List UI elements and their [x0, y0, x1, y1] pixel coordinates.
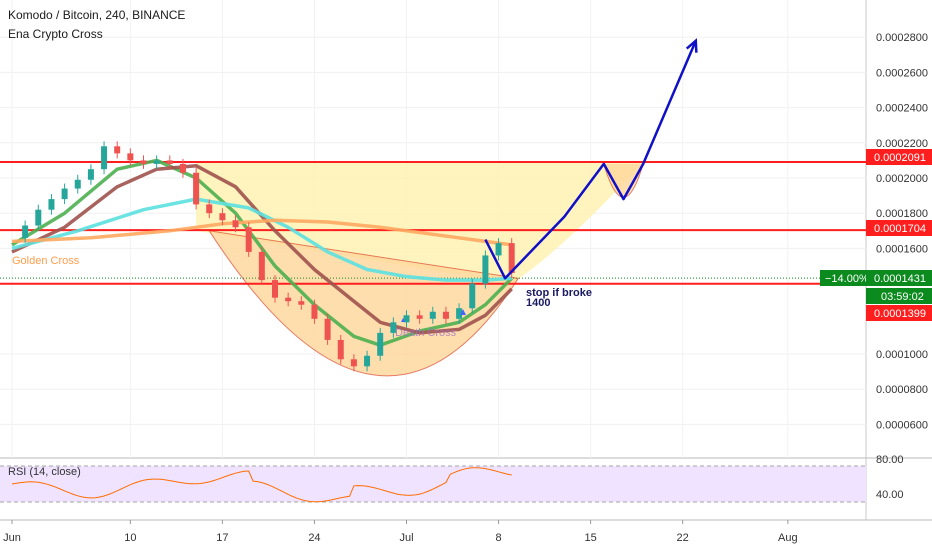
- candle-body: [482, 255, 489, 284]
- change-badge-text: −14.00%: [825, 273, 869, 285]
- candles: [22, 141, 515, 372]
- candle-body: [350, 359, 357, 367]
- rsi-line: [11, 467, 512, 503]
- moving-average-line: [11, 197, 512, 282]
- candle-body: [140, 160, 147, 164]
- price-ticks: 0.0002800 0.0002600 0.0002400 0.0002200 0.00…: [876, 32, 928, 431]
- projection-path: [484, 40, 697, 280]
- candle-body: [101, 146, 108, 170]
- price-tick-label: 0.0002400: [876, 103, 928, 115]
- price-tick-label: 0.0002000: [876, 173, 928, 185]
- candle-body: [324, 318, 331, 340]
- time-tick-label: 15: [584, 532, 596, 544]
- price-tick-label: 0.0001000: [876, 349, 928, 361]
- price-tick-label: 0.0001600: [876, 243, 928, 255]
- tag-level-1399: [866, 305, 932, 321]
- candle-body: [456, 308, 463, 319]
- cup-and-handle-shape: [196, 161, 644, 377]
- tag-level-1704-text: 0.0001704: [874, 223, 926, 235]
- tag-current-price-text: 0.0001431: [874, 273, 926, 285]
- death-cross-marker-icon: [401, 318, 405, 322]
- candle-body: [61, 188, 68, 200]
- cup-bowl-fill: [208, 230, 520, 377]
- rsi-label: RSI (14, close): [8, 466, 81, 478]
- time-tick-label: Aug: [778, 532, 798, 544]
- signal-marker-icon: [460, 309, 466, 315]
- tag-countdown: [866, 288, 932, 304]
- time-ticks: Jun 10 17 24 Jul 8 15 22 Aug: [3, 520, 798, 544]
- candle-body: [416, 315, 423, 319]
- candle-body: [87, 169, 94, 180]
- time-tick-label: 17: [216, 532, 228, 544]
- candle-body: [272, 280, 278, 298]
- candle-body: [508, 243, 515, 274]
- candle-body: [153, 160, 160, 164]
- candle-body: [206, 204, 213, 214]
- moving-average-line: [11, 158, 513, 347]
- candle-body: [127, 153, 134, 161]
- cup-upper-fill: [196, 161, 644, 284]
- candle-body: [403, 315, 410, 323]
- candle-body: [442, 311, 449, 319]
- time-tick-label: Jun: [3, 532, 21, 544]
- candle-body: [298, 301, 305, 305]
- rsi-band: [0, 466, 866, 502]
- candle-body: [390, 322, 397, 333]
- candle-body: [377, 332, 384, 356]
- price-tick-label: 0.0002600: [876, 67, 928, 79]
- moving-average-line: [11, 218, 512, 247]
- rsi-tick-80: 80.00: [876, 454, 904, 466]
- tag-level-2091: [866, 149, 932, 165]
- candle-body: [179, 163, 186, 173]
- price-tick-label: 0.0002800: [876, 32, 928, 44]
- price-tick-label: 0.0000600: [876, 419, 928, 431]
- chart-title: Komodo / Bitcoin, 240, BINANCE: [8, 8, 186, 22]
- candle-body: [166, 160, 173, 164]
- tag-current-price: [866, 270, 932, 286]
- candle-body: [35, 209, 42, 226]
- candle-body: [429, 311, 436, 319]
- projection-arrow: [484, 38, 698, 280]
- candle-body: [337, 339, 344, 360]
- candle-body: [74, 179, 81, 189]
- candle-body: [285, 297, 292, 302]
- change-badge: [820, 270, 866, 286]
- candle-body: [245, 227, 252, 252]
- candle-body: [48, 199, 55, 210]
- candle-body: [114, 146, 121, 154]
- candle-body: [22, 225, 29, 238]
- indicator-name: Ena Crypto Cross: [8, 27, 103, 41]
- arrow-head-icon: [685, 38, 698, 53]
- time-tick-label: 22: [677, 532, 689, 544]
- moving-average-line: [11, 163, 513, 335]
- rsi-tick-40: 40.00: [876, 489, 904, 501]
- tag-level-1704: [866, 220, 932, 236]
- candle-body: [364, 355, 371, 367]
- time-tick-label: 24: [308, 532, 320, 544]
- death-cross-label: Death Cross: [395, 327, 457, 339]
- tag-countdown-text: 03:59:02: [881, 291, 924, 303]
- candle-body: [258, 251, 265, 281]
- price-tick-label: 0.0002200: [876, 138, 928, 150]
- time-tick-label: 10: [124, 532, 136, 544]
- time-tick-label: Jul: [399, 532, 413, 544]
- price-tick-label: 0.0000800: [876, 384, 928, 396]
- golden-cross-label: Golden Cross: [12, 255, 80, 267]
- tag-level-1399-text: 0.0001399: [874, 308, 926, 320]
- time-tick-label: 8: [495, 532, 501, 544]
- candle-body: [232, 220, 239, 228]
- stop-note-line2: 1400: [526, 297, 550, 309]
- price-tick-label: 0.0001800: [876, 208, 928, 220]
- candle-body: [469, 283, 476, 309]
- stop-note-line1: stop if broke: [526, 287, 592, 299]
- moving-averages: [11, 158, 513, 347]
- tag-level-2091-text: 0.0002091: [874, 152, 926, 164]
- candle-body: [495, 243, 502, 256]
- candle-body: [219, 213, 226, 221]
- rsi-path: [11, 467, 512, 503]
- candle-body: [193, 172, 200, 205]
- candle-body: [311, 304, 318, 319]
